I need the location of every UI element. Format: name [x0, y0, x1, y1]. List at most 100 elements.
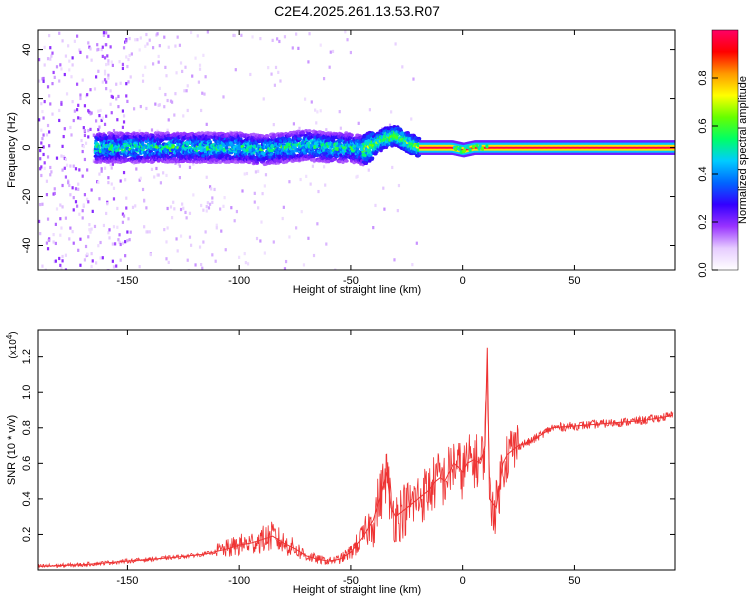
spectrogram-cell-891 — [148, 230, 151, 234]
spectrogram-cell-547 — [119, 179, 122, 183]
spectrogram-cell-461 — [112, 225, 116, 229]
spectrogram-cell-2236 — [274, 65, 278, 70]
spectrogram-cell-2637 — [315, 121, 318, 125]
spectrogram-cell-178 — [84, 254, 88, 258]
spectrogram-cell-184 — [86, 168, 89, 172]
spectrogram-cell-630 — [125, 39, 128, 43]
spectrogram-cell-2602 — [311, 164, 314, 168]
spectrogram-cell-2555 — [307, 60, 310, 64]
spectrogram-cell-201 — [90, 227, 93, 231]
spectrogram-cell-258 — [96, 137, 101, 142]
spectrogram-cell-19 — [42, 152, 45, 157]
spectrogram-cell-1144 — [170, 100, 174, 104]
spectrogram-cell-1246 — [179, 207, 183, 212]
spectrogram-cells — [38, 30, 675, 270]
spectrogram-cell-229 — [96, 48, 99, 52]
spectrogram-cell-93 — [61, 254, 64, 259]
spectrogram-cell-3599 — [415, 241, 418, 245]
spectrogram-cell-2047 — [255, 236, 259, 241]
spectrogram-cell-66 — [54, 241, 57, 246]
spectrogram-cell-3556 — [411, 263, 414, 267]
spectrogram-cell-4 — [39, 157, 42, 161]
spectrogram-cell-432 — [110, 60, 113, 64]
spectrogram-cell-22 — [42, 76, 45, 81]
spectrogram-cell-84 — [60, 67, 63, 71]
spectrogram-cell-1248 — [179, 234, 183, 238]
spectrogram-cell-2367 — [288, 235, 291, 239]
spectrogram-cell-516 — [117, 238, 120, 242]
spectrogram-cell-125 — [71, 230, 74, 234]
spectrogram-cell-1358 — [189, 243, 193, 247]
spectrogram-cell-1404 — [194, 263, 197, 267]
spectrogram-cell-146 — [77, 187, 80, 191]
spectrogram-cell-217 — [94, 261, 98, 265]
spectrogram-cell-1207 — [176, 35, 179, 39]
spectrogram-cell-3210 — [374, 203, 377, 208]
spectrogram-cell-2872 — [335, 146, 340, 151]
spectrogram-cell-45 — [48, 144, 51, 148]
spectrogram-cell-577 — [121, 62, 125, 67]
spectrogram-cell-579 — [121, 220, 125, 224]
spectrogram-cell-126 — [71, 186, 74, 190]
spectrogram-cell-657 — [127, 217, 130, 221]
spectrogram-cell-1067 — [164, 92, 167, 97]
spectrogram-cell-338 — [103, 166, 107, 170]
spectrogram-cell-2522 — [303, 97, 307, 101]
spectrogram-cell-135 — [74, 200, 78, 204]
spectrogram-cell-243 — [97, 244, 100, 248]
spectrogram-cell-669 — [128, 238, 131, 242]
spectrogram-cell-2400 — [291, 46, 294, 50]
spectrogram-cell-212 — [93, 224, 97, 229]
spectrogram-cell-204 — [90, 251, 93, 256]
spectrogram-cell-53 — [50, 170, 53, 174]
spectrogram-cell-3158 — [368, 108, 371, 112]
spectrogram-cell-127 — [71, 100, 74, 104]
spectrogram-cell-1441 — [197, 80, 201, 84]
spectrogram-cell-976 — [156, 129, 159, 133]
spectrogram-cell-1345 — [188, 165, 192, 169]
spectrogram-cell-1285 — [183, 89, 186, 93]
spectrogram-cell-132 — [72, 196, 75, 200]
spectrogram-cell-179 — [86, 93, 89, 97]
spectrogram-cell-3421 — [396, 208, 399, 213]
spectrogram-cell-185 — [87, 41, 90, 45]
spectrogram-cell-56 — [51, 51, 54, 55]
spectrogram-cell-435 — [110, 111, 113, 115]
spectrogram-cell-40 — [46, 217, 50, 221]
spectrogram-cell-3464 — [401, 65, 404, 69]
spectrogram-cell-2258 — [277, 70, 280, 74]
spectrogram-cell-2434 — [295, 226, 298, 230]
spectrogram-cell-417 — [109, 45, 112, 49]
spectrogram-cell-1081 — [165, 257, 168, 261]
spectrogram-cell-116 — [68, 59, 71, 63]
spectrogram-cell-113 — [68, 68, 71, 72]
spectrogram-cell-75 — [58, 31, 61, 35]
spectrogram-cell-827 — [143, 225, 146, 229]
spectrogram-cell-1093 — [166, 128, 169, 132]
spectrogram-cell-1382 — [192, 162, 195, 166]
spectrogram-cell-1597 — [211, 196, 214, 200]
spectrogram-cell-1321 — [186, 84, 189, 88]
spectrogram-cell-355 — [105, 62, 108, 67]
spectrogram-cell-1006 — [157, 157, 162, 162]
spectrogram-cell-2478 — [299, 177, 302, 182]
spectrogram-cell-2940 — [343, 159, 349, 163]
spectrogram-cell-1465 — [200, 203, 203, 208]
spectrogram-cell-28 — [43, 166, 46, 170]
spectrogram-cell-155 — [79, 50, 82, 54]
spectrogram-cell-609 — [124, 178, 127, 182]
spectrogram-cell-594 — [122, 170, 126, 175]
spectrogram-cell-465 — [112, 197, 116, 201]
spectrogram-cell-573 — [121, 212, 125, 216]
spectrogram-cell-55 — [51, 82, 54, 86]
spectrogram-cell-149 — [78, 212, 81, 216]
spectrogram-cell-3294 — [383, 207, 386, 211]
spectrogram-cell-3147 — [367, 168, 370, 172]
spectrogram-cell-505 — [116, 225, 119, 229]
spectrogram-cell-2202 — [271, 38, 274, 42]
spectrogram-cell-86 — [60, 266, 63, 270]
spectrogram-cell-21 — [42, 116, 45, 120]
spectrogram-cell-2323 — [283, 35, 287, 39]
spectrogram-cell-2138 — [264, 173, 268, 177]
